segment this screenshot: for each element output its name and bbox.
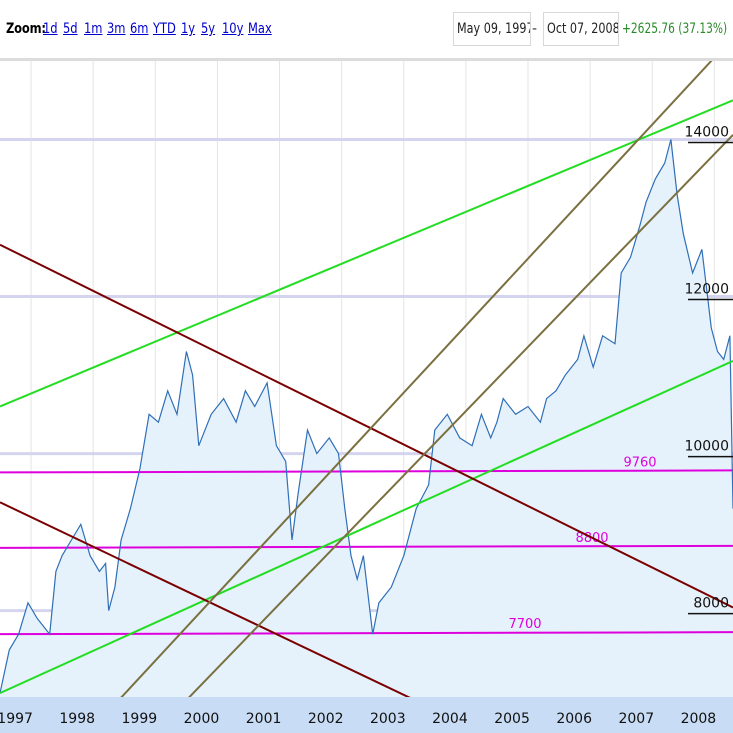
x-label-1997: 1997 (0, 711, 33, 727)
x-label-1999: 1999 (122, 711, 158, 727)
trendline-olive-5 (154, 134, 733, 733)
trendline-olive-4 (117, 61, 713, 702)
toolbar: Zoom: 1d 5d 1m 3m 6m YTD 1y 5y 10y Max M… (0, 0, 733, 58)
x-label-2005: 2005 (494, 711, 530, 727)
y-label-10000: 10000 (684, 439, 729, 455)
price-line (0, 139, 733, 694)
end-date-input[interactable]: Oct 07, 2008 (543, 12, 619, 46)
x-label-2004: 2004 (432, 711, 468, 727)
price-change: +2625.76 (37.13%) (622, 21, 728, 37)
x-label-2002: 2002 (308, 711, 344, 727)
level-line-7700 (0, 631, 733, 636)
start-date-input[interactable]: May 09, 1997 (453, 12, 531, 46)
x-label-2000: 2000 (184, 711, 220, 727)
zoom-3m-link[interactable]: 3m (107, 21, 126, 37)
zoom-6m-link[interactable]: 6m (130, 21, 149, 37)
level-label-7700: 7700 (508, 617, 541, 632)
zoom-1y-link[interactable]: 1y (181, 21, 196, 37)
x-label-2008: 2008 (681, 711, 717, 727)
level-line-9760 (0, 469, 733, 474)
zoom-5d-link[interactable]: 5d (63, 21, 78, 37)
x-label-2006: 2006 (556, 711, 592, 727)
zoom-ytd-link[interactable]: YTD (153, 21, 176, 37)
y-label-8000: 8000 (693, 596, 729, 612)
x-label-1998: 1998 (59, 711, 95, 727)
trendline-brown-2 (0, 243, 733, 609)
trendline-green-1 (0, 360, 733, 694)
y-axis-labels: 14000 12000 10000 8000 (684, 125, 733, 615)
end-date-text: Oct 07, 2008 (547, 21, 619, 37)
y-label-12000: 12000 (684, 282, 729, 298)
zoom-label: Zoom: (6, 21, 46, 37)
price-area-fill (0, 139, 733, 697)
level-label-9760: 9760 (623, 455, 656, 470)
trendlines (0, 61, 733, 733)
x-axis-labels: 1997 1998 1999 2000 2001 2002 2003 2004 2005 2006… (0, 711, 716, 727)
zoom-1d-link[interactable]: 1d (43, 21, 58, 37)
date-separator: - (532, 21, 538, 37)
x-label-2007: 2007 (618, 711, 654, 727)
zoom-max-link[interactable]: Max (248, 21, 272, 37)
zoom-10y-link[interactable]: 10y (222, 21, 244, 37)
trendline-brown-3 (0, 501, 467, 726)
x-label-2003: 2003 (370, 711, 406, 727)
zoom-1m-link[interactable]: 1m (84, 21, 103, 37)
x-label-2001: 2001 (246, 711, 282, 727)
zoom-5y-link[interactable]: 5y (201, 21, 216, 37)
start-date-text: May 09, 1997 (457, 21, 531, 37)
x-axis-band (0, 697, 733, 733)
y-label-14000: 14000 (684, 125, 729, 141)
toolbar-divider (0, 58, 733, 61)
trendline-green-0 (0, 99, 733, 408)
